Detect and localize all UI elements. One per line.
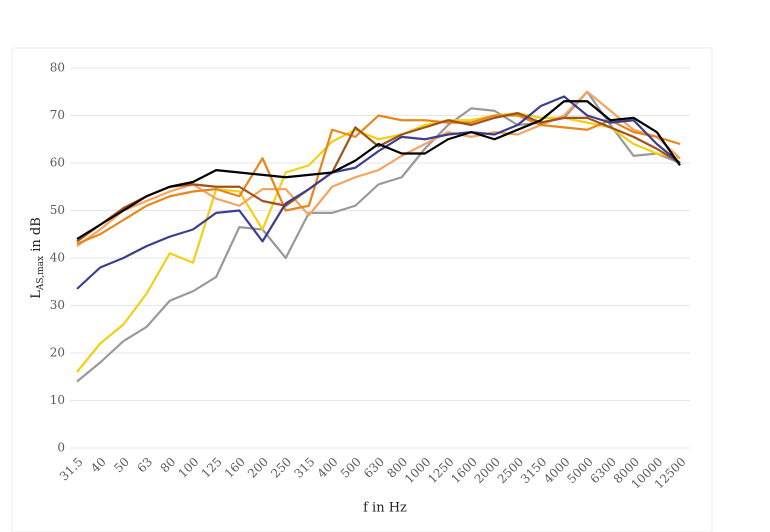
y-tick-label: 20 (50, 346, 65, 360)
y-label-rest: in dB (29, 217, 44, 256)
y-axis-label: LAS,max in dB (29, 217, 46, 299)
y-tick-label: 60 (50, 156, 65, 170)
y-tick-label: 50 (50, 203, 65, 217)
x-axis-label: f in Hz (363, 501, 407, 516)
y-tick-label: 70 (50, 108, 65, 122)
series-line (76, 90, 681, 248)
y-tick-label: 40 (50, 251, 65, 265)
series-line (76, 114, 681, 245)
series-line (76, 95, 681, 290)
y-tick-label: 0 (57, 441, 65, 455)
y-label-sub: AS,max (36, 256, 46, 291)
y-tick-label: 80 (50, 61, 65, 75)
y-tick-label: 30 (50, 298, 65, 312)
series-line (76, 100, 681, 240)
series-line (76, 112, 681, 373)
chart-area (11, 47, 713, 532)
y-tick-label: 10 (50, 393, 65, 407)
y-label-main: L (29, 290, 44, 299)
